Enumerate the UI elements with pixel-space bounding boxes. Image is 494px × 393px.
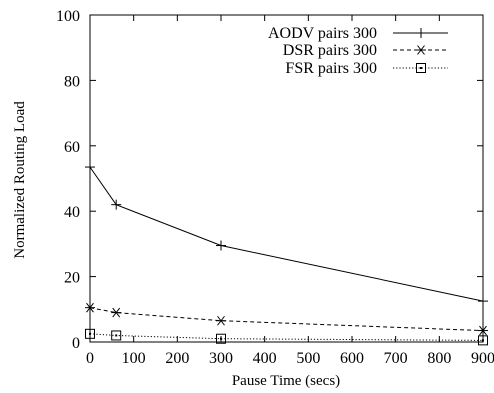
x-tick-label: 900: [471, 350, 494, 367]
legend-label: AODV pairs 300: [268, 25, 377, 42]
data-point: [111, 330, 122, 341]
x-tick-label: 100: [122, 350, 146, 367]
series-line: [89, 166, 484, 302]
x-tick-label: 300: [209, 350, 233, 367]
y-tick-label: 0: [72, 335, 80, 352]
data-point: [216, 315, 226, 326]
data-point: [478, 335, 488, 346]
legend-item: DSR pairs 300: [283, 42, 448, 59]
plot-frame: [89, 14, 484, 343]
data-point: [216, 333, 226, 344]
legend-label: DSR pairs 300: [283, 42, 377, 59]
legend-marker: [416, 63, 426, 73]
x-axis-label: Pause Time (secs): [232, 373, 340, 389]
legend-marker: [416, 45, 426, 55]
x-tick-label: 600: [340, 350, 364, 367]
legend-item: FSR pairs 300: [285, 60, 448, 77]
series-square: [85, 328, 488, 346]
series-layer: [85, 162, 488, 346]
data-point: [85, 328, 95, 339]
y-tick-label: 80: [64, 73, 80, 90]
y-tick-label: 60: [64, 139, 80, 156]
data-point: [85, 162, 95, 173]
x-tick-label: 800: [427, 350, 451, 367]
x-tick-label: 200: [165, 350, 189, 367]
y-tick-label: 40: [64, 204, 80, 221]
axis-ticks: 0 100 200 300 400 500 600 700 800 900 0 20 40 60 80 100: [56, 8, 494, 367]
series-asterisk: [85, 302, 488, 336]
series-plus: [85, 162, 488, 307]
legend-item: AODV pairs 300: [268, 25, 448, 42]
x-tick-label: 500: [296, 350, 320, 367]
series-line: [89, 333, 484, 341]
data-point: [478, 296, 488, 307]
data-point: [85, 302, 95, 313]
y-tick-label: 20: [64, 270, 80, 287]
legend-marker: [416, 28, 426, 38]
data-point: [478, 325, 488, 336]
y-axis-label: Normalized Routing Load: [12, 101, 28, 259]
series-line: [89, 307, 484, 332]
x-tick-label: 400: [253, 350, 277, 367]
y-tick-label: 100: [56, 8, 80, 25]
data-point: [216, 240, 226, 251]
data-point: [111, 199, 122, 210]
x-tick-label: 0: [86, 350, 94, 367]
legend-label: FSR pairs 300: [285, 60, 377, 77]
x-tick-label: 700: [384, 350, 408, 367]
data-point: [111, 307, 122, 318]
